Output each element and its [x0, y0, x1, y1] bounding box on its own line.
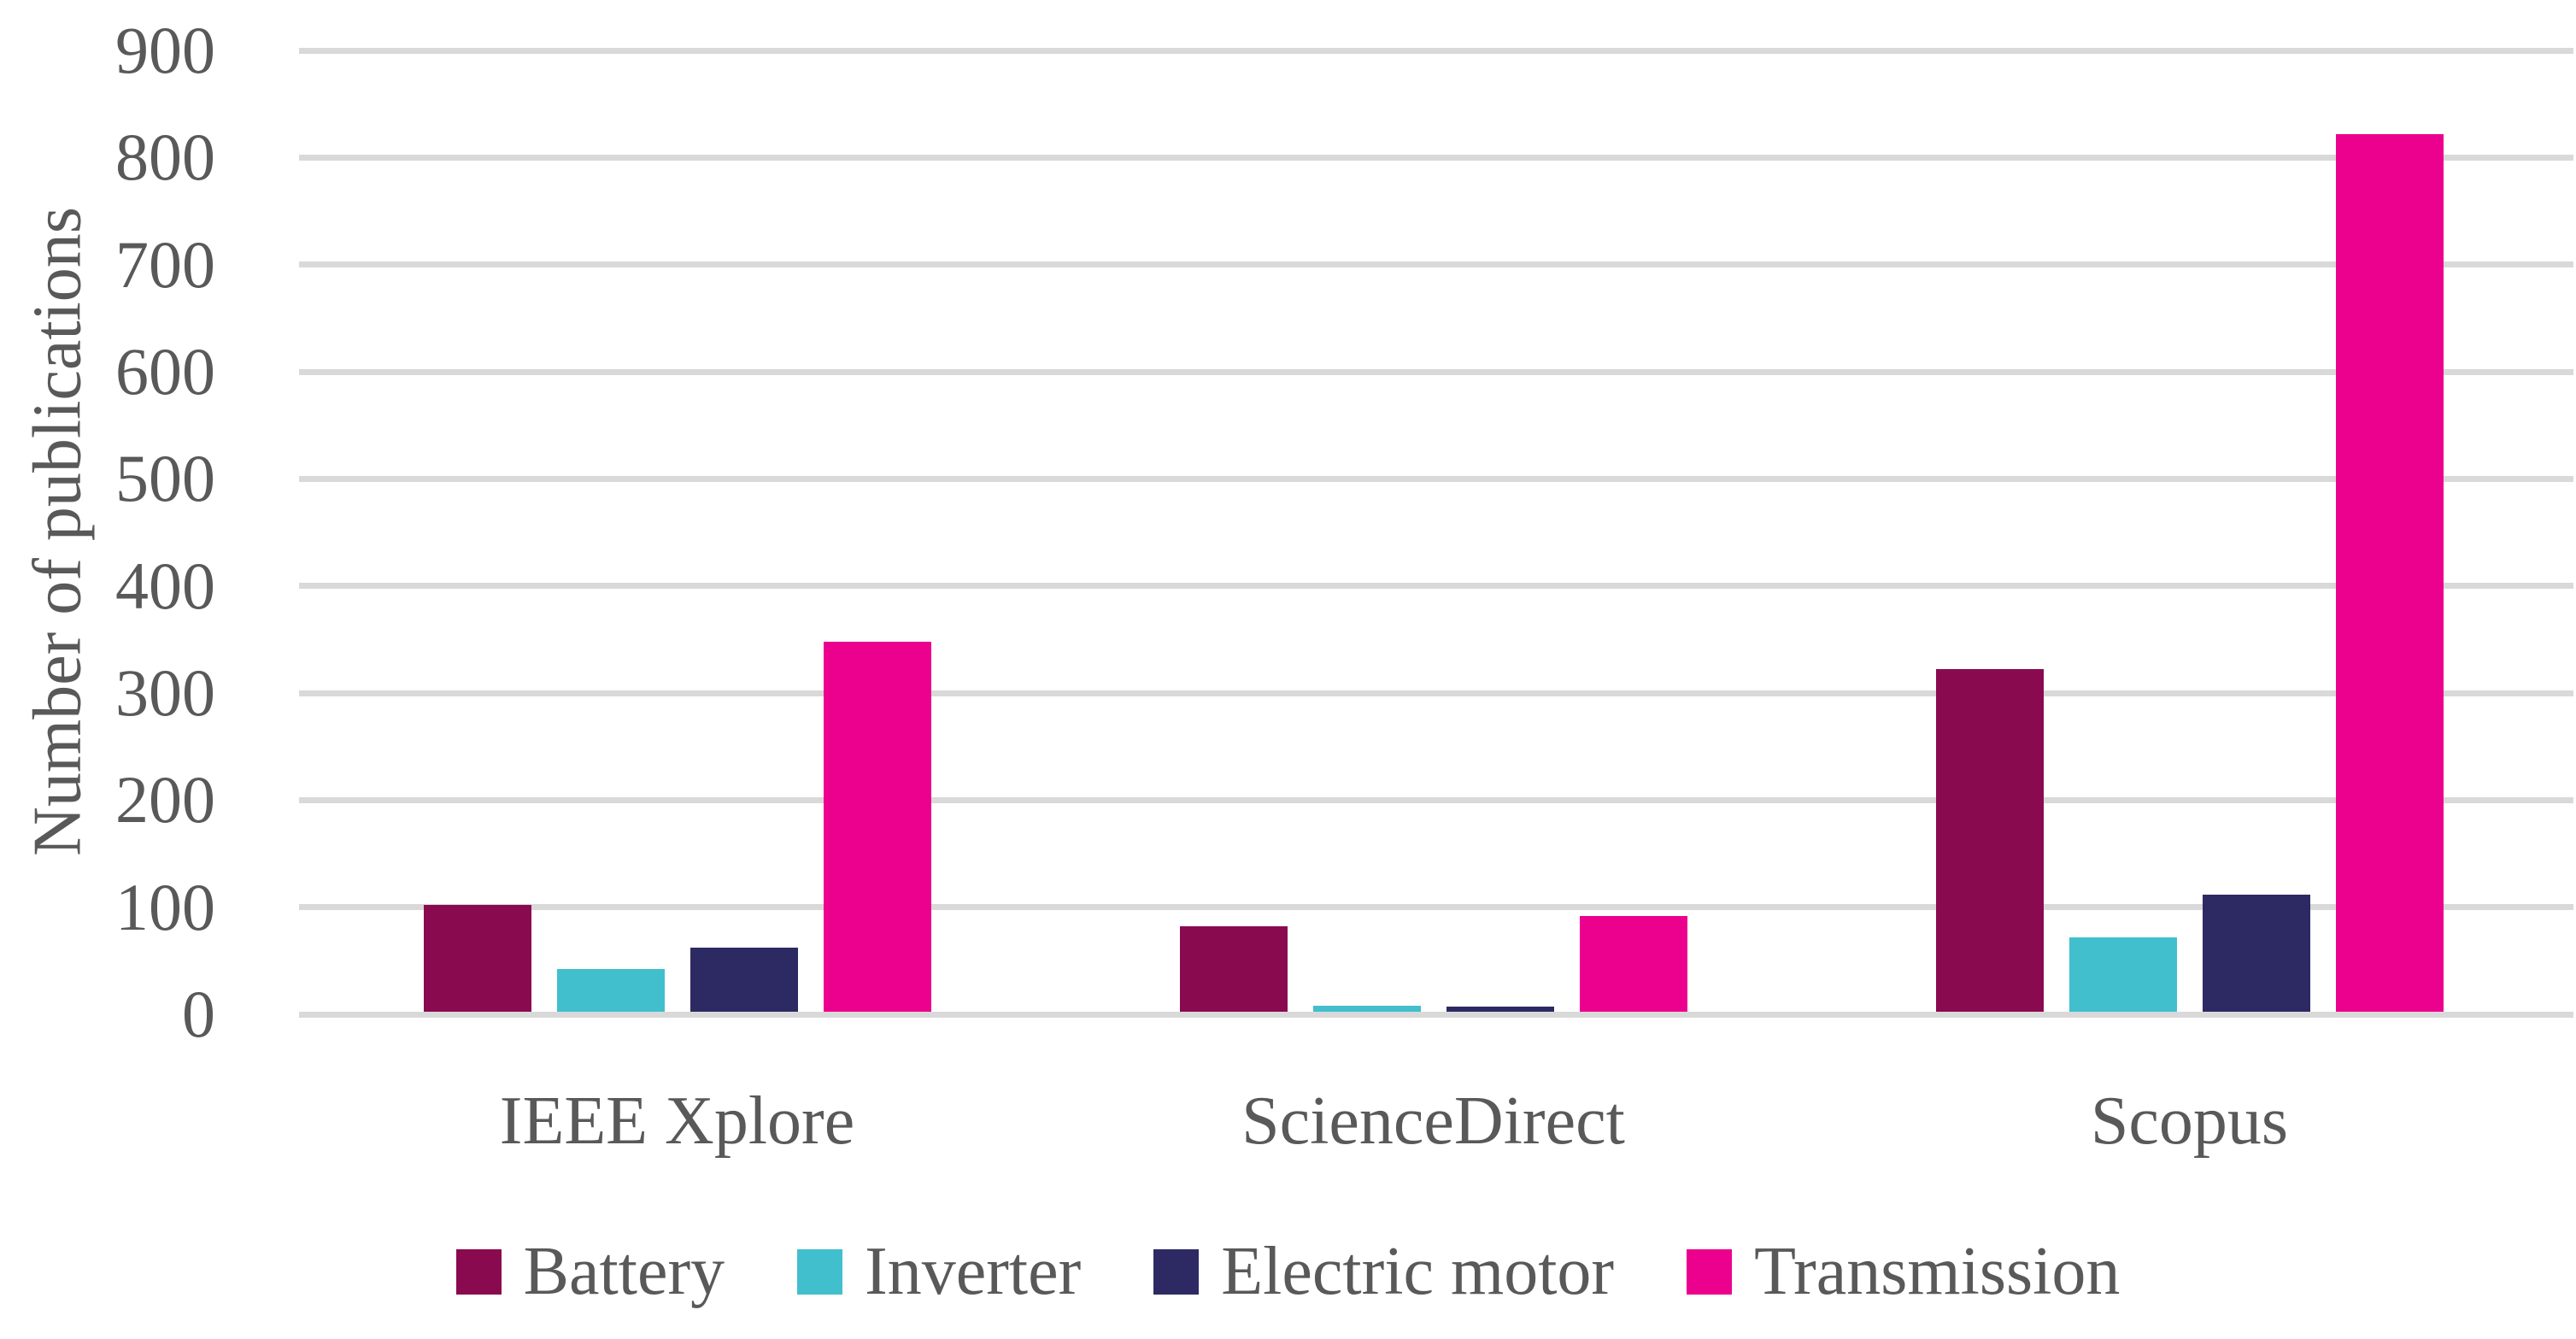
legend-item-transmission: Transmission	[1687, 1237, 2120, 1306]
bar-transmission-ieee-xplore	[823, 641, 931, 1012]
category-label-ieee-xplore: IEEE Xplore	[499, 1084, 855, 1159]
bar-electric-motor-scopus	[2202, 894, 2310, 1012]
legend-label: Inverter	[865, 1234, 1082, 1309]
legend-swatch-icon	[455, 1248, 502, 1295]
legend-swatch-icon	[1687, 1248, 1733, 1295]
y-tick-label-100: 100	[115, 869, 215, 944]
chart-legend: Battery Inverter Electric motor Transmissio…	[0, 1237, 2576, 1306]
gridline-900	[299, 47, 2573, 54]
y-tick-label-300: 300	[115, 655, 215, 730]
legend-label: Battery	[523, 1234, 725, 1309]
gridline-300	[299, 690, 2573, 696]
legend-swatch-icon	[797, 1248, 843, 1295]
y-tick-label-800: 800	[115, 120, 215, 195]
y-tick-label-200: 200	[115, 762, 215, 837]
y-tick-label-500: 500	[115, 441, 215, 516]
legend-label: Electric motor	[1221, 1234, 1615, 1309]
bar-inverter-ieee-xplore	[556, 969, 665, 1012]
bar-inverter-sciencedirect	[1312, 1005, 1421, 1012]
gridline-100	[299, 904, 2573, 911]
gridline-500	[299, 475, 2573, 482]
gridline-700	[299, 261, 2573, 268]
gridline-0	[299, 1011, 2573, 1018]
gridline-600	[299, 368, 2573, 375]
y-tick-label-900: 900	[115, 13, 215, 87]
category-label-sciencedirect: ScienceDirect	[1241, 1084, 1625, 1159]
y-tick-label-400: 400	[115, 548, 215, 623]
y-tick-label-600: 600	[115, 334, 215, 408]
legend-swatch-icon	[1153, 1248, 1200, 1295]
bar-transmission-sciencedirect	[1579, 915, 1687, 1012]
gridline-800	[299, 154, 2573, 161]
bar-electric-motor-ieee-xplore	[689, 948, 798, 1012]
gridline-400	[299, 583, 2573, 590]
bar-battery-sciencedirect	[1179, 926, 1288, 1012]
category-label-scopus: Scopus	[2090, 1084, 2289, 1159]
bar-transmission-scopus	[2335, 133, 2444, 1012]
legend-item-battery: Battery	[455, 1234, 725, 1309]
legend-item-inverter: Inverter	[797, 1237, 1081, 1306]
y-tick-label-0: 0	[182, 977, 215, 1051]
y-tick-label-700: 700	[115, 226, 215, 302]
bar-battery-ieee-xplore	[423, 905, 531, 1012]
bar-electric-motor-sciencedirect	[1446, 1007, 1554, 1012]
gridline-200	[299, 796, 2573, 803]
legend-label: Transmission	[1754, 1234, 2121, 1309]
y-axis-title: Number of publications	[20, 207, 96, 856]
bar-inverter-scopus	[2068, 937, 2177, 1012]
bar-battery-scopus	[1935, 669, 2044, 1012]
legend-item-electric-motor: Electric motor	[1153, 1237, 1614, 1306]
